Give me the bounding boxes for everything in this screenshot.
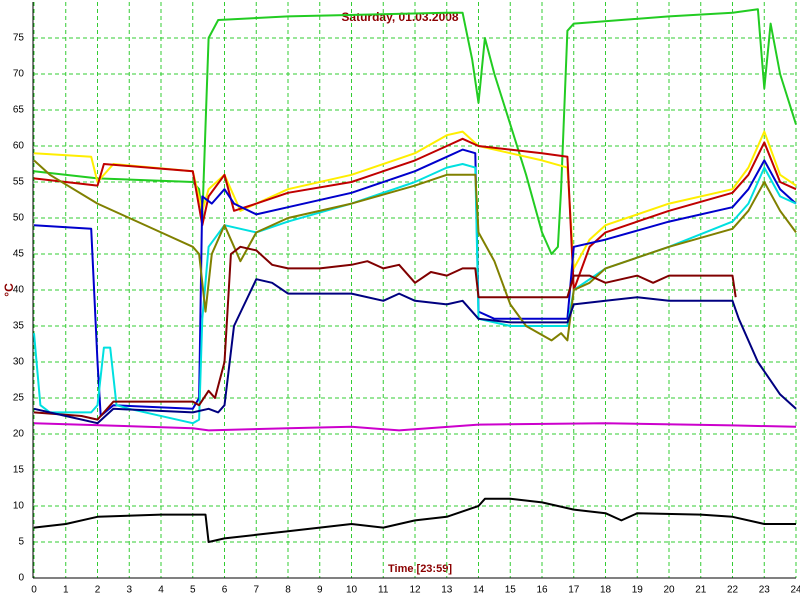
x-tick-label: 8 <box>285 585 291 596</box>
y-tick-label: 60 <box>13 141 25 152</box>
x-tick-label: 7 <box>253 585 259 596</box>
x-tick-label: 5 <box>190 585 196 596</box>
x-tick-label: 17 <box>568 585 580 596</box>
x-tick-label: 9 <box>317 585 323 596</box>
x-tick-label: 21 <box>695 585 707 596</box>
y-tick-label: 70 <box>13 69 25 80</box>
x-tick-label: 13 <box>441 585 453 596</box>
y-tick-label: 75 <box>13 33 25 44</box>
y-tick-label: 50 <box>13 213 25 224</box>
series-line <box>33 148 797 417</box>
x-tick-label: 16 <box>536 585 548 596</box>
series-line <box>33 422 797 432</box>
x-tick-label: 3 <box>126 585 132 596</box>
y-tick-label: 40 <box>13 285 25 296</box>
x-tick-label: 0 <box>31 585 37 596</box>
x-tick-label: 23 <box>759 585 771 596</box>
y-tick-label: 55 <box>13 177 25 188</box>
y-tick-label: 45 <box>13 249 25 260</box>
y-tick-label: 35 <box>13 321 25 332</box>
series-line <box>33 278 797 425</box>
x-tick-label: 11 <box>378 585 389 596</box>
y-tick-label: 20 <box>13 429 25 440</box>
x-tick-label: 1 <box>63 585 69 596</box>
x-tick-label: 18 <box>600 585 612 596</box>
x-tick-label: 10 <box>346 585 358 596</box>
series-line <box>33 130 797 270</box>
y-tick-label: 15 <box>13 465 25 476</box>
y-axis-label: °C <box>2 283 16 297</box>
x-tick-label: 12 <box>409 585 421 596</box>
x-tick-label: 2 <box>95 585 101 596</box>
x-tick-label: 6 <box>222 585 228 596</box>
y-tick-label: 5 <box>18 537 24 548</box>
series-line <box>33 8 797 255</box>
x-tick-label: 19 <box>632 585 644 596</box>
y-tick-label: 30 <box>13 357 25 368</box>
y-tick-label: 0 <box>18 573 24 584</box>
y-tick-label: 65 <box>13 105 25 116</box>
y-tick-label: 10 <box>13 501 25 512</box>
x-tick-label: 4 <box>158 585 164 596</box>
y-tick-label: 25 <box>13 393 25 404</box>
x-tick-label: 15 <box>505 585 517 596</box>
series-line <box>33 137 797 291</box>
x-tick-label: 20 <box>663 585 675 596</box>
series-line <box>33 497 796 543</box>
series-line <box>33 245 737 421</box>
x-tick-label: 14 <box>473 585 485 596</box>
x-tick-label: 22 <box>727 585 739 596</box>
x-tick-label: 24 <box>790 585 800 596</box>
x-axis-label: Time [23:59] <box>388 563 452 575</box>
series-line <box>33 159 797 342</box>
